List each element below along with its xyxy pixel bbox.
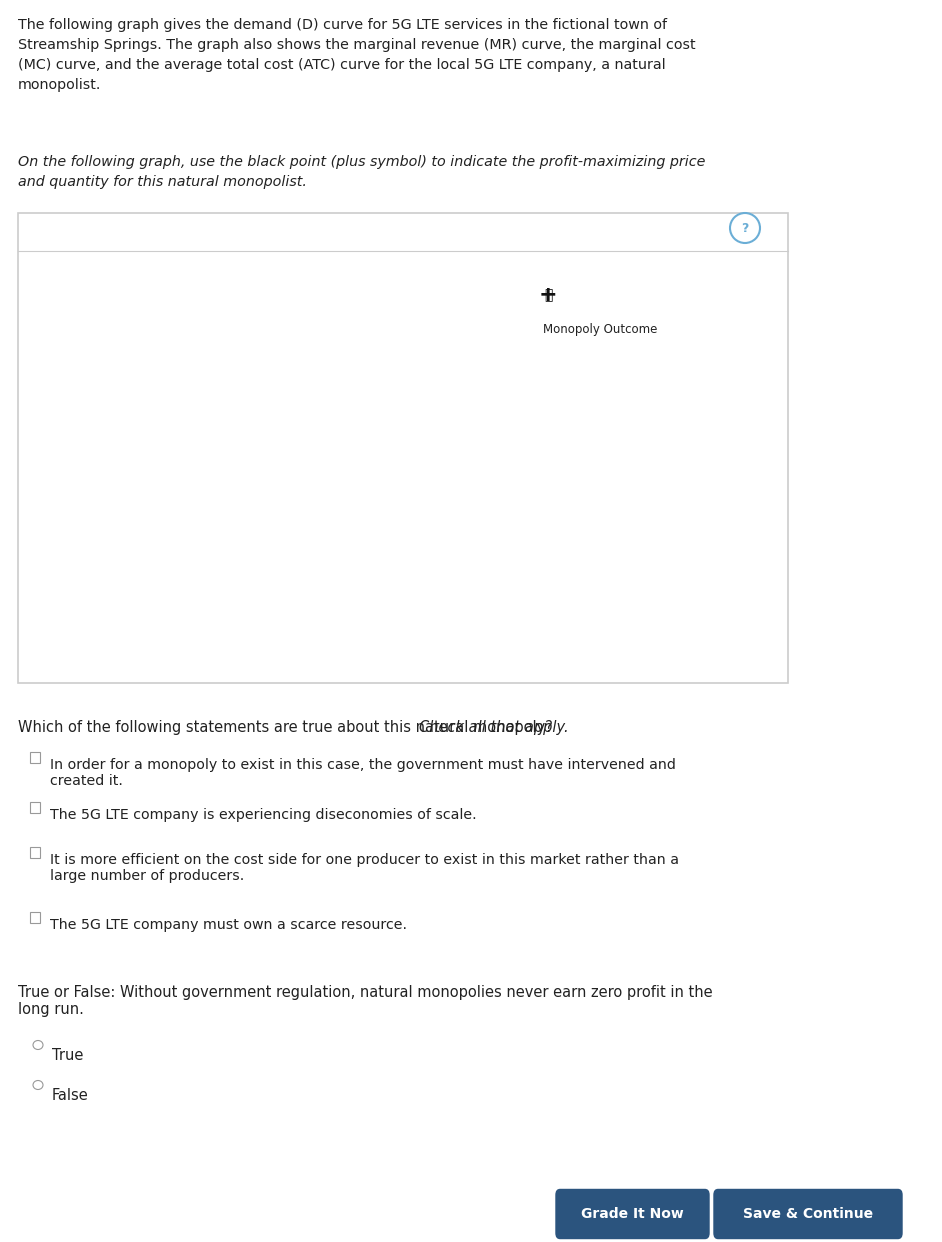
Text: Check all that apply.: Check all that apply. <box>419 720 569 735</box>
Text: Grade It Now: Grade It Now <box>581 1207 684 1221</box>
Text: It is more efficient on the cost side for one producer to exist in this market r: It is more efficient on the cost side fo… <box>50 853 679 883</box>
Y-axis label: PRICE (Dollars per gigabyte of data): PRICE (Dollars per gigabyte of data) <box>42 339 56 579</box>
Text: Streamship Springs. The graph also shows the marginal revenue (MR) curve, the ma: Streamship Springs. The graph also shows… <box>18 39 695 52</box>
Text: In order for a monopoly to exist in this case, the government must have interven: In order for a monopoly to exist in this… <box>50 758 675 789</box>
Text: (MC) curve, and the average total cost (ATC) curve for the local 5G LTE company,: (MC) curve, and the average total cost (… <box>18 58 666 72</box>
Text: ➕: ➕ <box>544 288 552 302</box>
Text: True: True <box>52 1048 84 1063</box>
Text: On the following graph, use the black point (plus symbol) to indicate the profit: On the following graph, use the black po… <box>18 155 706 169</box>
Text: monopolist.: monopolist. <box>18 78 102 92</box>
Text: False: False <box>52 1088 89 1103</box>
Text: ATC: ATC <box>282 483 303 497</box>
Text: and quantity for this natural monopolist.: and quantity for this natural monopolist… <box>18 175 307 189</box>
Text: The following graph gives the demand (D) curve for 5G LTE services in the fictio: The following graph gives the demand (D)… <box>18 17 667 32</box>
Text: MR: MR <box>244 652 264 666</box>
Text: The 5G LTE company must own a scarce resource.: The 5G LTE company must own a scarce res… <box>50 918 407 932</box>
Text: Which of the following statements are true about this natural monopoly?: Which of the following statements are tr… <box>18 720 558 735</box>
Text: Monopoly Outcome: Monopoly Outcome <box>544 323 658 337</box>
Text: Save & Continue: Save & Continue <box>743 1207 873 1221</box>
Text: +: + <box>539 284 558 306</box>
Text: The 5G LTE company is experiencing diseconomies of scale.: The 5G LTE company is experiencing disec… <box>50 809 477 822</box>
X-axis label: QUANTITY (Gigabytes of data): QUANTITY (Gigabytes of data) <box>142 666 343 678</box>
Text: True or False: Without government regulation, natural monopolies never earn zero: True or False: Without government regula… <box>18 985 713 1017</box>
Text: MC: MC <box>282 520 300 533</box>
Text: D: D <box>405 628 414 641</box>
Text: ?: ? <box>741 221 749 235</box>
